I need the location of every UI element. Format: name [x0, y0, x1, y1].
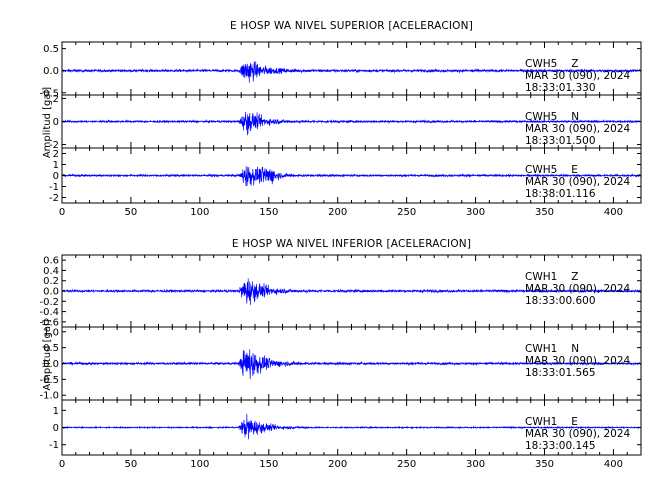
- x-tick-label: 400: [604, 207, 623, 218]
- waveform-line: [61, 413, 642, 440]
- trace-channel-label: CWH1 E: [525, 416, 578, 428]
- y-axis-label: Amplitud [gal]: [42, 87, 53, 158]
- y-tick-label: 0.0: [43, 287, 59, 298]
- station-code: CWH5: [525, 111, 557, 123]
- component-code: Z: [571, 271, 578, 283]
- y-tick-label: 0: [53, 171, 59, 182]
- x-tick-label: 100: [190, 207, 209, 218]
- station-code: CWH1: [525, 343, 557, 355]
- panel-group-inferior: E HOSP WA NIVEL INFERIOR [ACELERACION] Am…: [39, 238, 642, 470]
- y-tick-label: -0.5: [39, 88, 59, 99]
- y-tick-label: 0: [53, 423, 59, 434]
- x-tick-label: 400: [604, 459, 623, 470]
- trace-time: 18:33:01.330: [525, 82, 596, 94]
- y-tick-label: -1: [49, 440, 59, 451]
- y-tick-label: 0.0: [43, 359, 59, 370]
- waveform-line: [61, 349, 642, 380]
- y-tick-label: 2: [53, 94, 59, 105]
- x-tick-label: 50: [125, 207, 138, 218]
- trace-date: MAR 30 (090), 2024: [525, 428, 631, 440]
- trace-channel-label: CWH1 Z: [525, 271, 579, 283]
- y-tick-label: -2: [49, 140, 59, 151]
- x-tick-label: 300: [466, 459, 485, 470]
- x-tick-label: 100: [190, 459, 209, 470]
- y-tick-label: 0.6: [43, 256, 59, 267]
- y-tick-label: -0.2: [39, 297, 59, 308]
- trace-date: MAR 30 (090), 2024: [525, 176, 631, 188]
- trace-channel-label: CWH1 N: [525, 343, 579, 355]
- waveform-line: [61, 112, 642, 136]
- waveform-line: [61, 61, 642, 83]
- y-tick-label: -1: [49, 182, 59, 193]
- station-code: CWH1: [525, 271, 557, 283]
- trace-time: 18:33:01.565: [525, 367, 596, 379]
- waveform-line: [61, 166, 642, 187]
- station-code: CWH1: [525, 416, 557, 428]
- y-tick-label: 0.5: [43, 44, 59, 55]
- trace-time: 18:33:00.600: [525, 295, 596, 307]
- chart-title: E HOSP WA NIVEL INFERIOR [ACELERACION]: [232, 238, 471, 250]
- trace-date: MAR 30 (090), 2024: [525, 355, 631, 367]
- y-tick-label: 1: [53, 160, 59, 171]
- component-code: N: [571, 111, 579, 123]
- x-tick-label: 50: [125, 459, 138, 470]
- y-tick-label: 1: [53, 406, 59, 417]
- x-tick-label: 300: [466, 207, 485, 218]
- component-code: N: [571, 343, 579, 355]
- y-tick-label: 1.0: [43, 327, 59, 338]
- y-tick-label: -2: [49, 193, 59, 204]
- trace-channel-label: CWH5 N: [525, 111, 579, 123]
- trace-date: MAR 30 (090), 2024: [525, 70, 631, 82]
- y-tick-label: 0.4: [43, 266, 59, 277]
- station-code: CWH5: [525, 58, 557, 70]
- y-tick-label: 0.5: [43, 343, 59, 354]
- x-tick-label: 250: [397, 459, 416, 470]
- y-axis-label: Amplitud [gal]: [42, 319, 53, 390]
- x-tick-label: 250: [397, 207, 416, 218]
- trace-time: 18:38:01.116: [525, 188, 596, 200]
- x-tick-label: 150: [259, 207, 278, 218]
- x-tick-label: 200: [328, 207, 347, 218]
- y-tick-label: -0.6: [39, 317, 59, 328]
- waveform-line: [61, 278, 642, 305]
- chart-title: E HOSP WA NIVEL SUPERIOR [ACELERACION]: [230, 20, 473, 32]
- trace-time: 18:33:00.145: [525, 440, 596, 452]
- y-tick-label: 0: [53, 117, 59, 128]
- x-tick-label: 350: [535, 207, 554, 218]
- trace-date: MAR 30 (090), 2024: [525, 283, 631, 295]
- x-tick-label: 0: [59, 207, 65, 218]
- trace-time: 18:33:01.500: [525, 135, 596, 147]
- x-tick-label: 0: [59, 459, 65, 470]
- trace-channel-label: CWH5 E: [525, 164, 578, 176]
- x-tick-label: 150: [259, 459, 278, 470]
- component-code: E: [571, 416, 578, 428]
- component-code: E: [571, 164, 578, 176]
- y-tick-label: 0.0: [43, 66, 59, 77]
- y-tick-label: 2: [53, 149, 59, 160]
- station-code: CWH5: [525, 164, 557, 176]
- y-tick-label: 0.2: [43, 276, 59, 287]
- component-code: Z: [571, 58, 578, 70]
- x-tick-label: 200: [328, 459, 347, 470]
- panel-group-superior: E HOSP WA NIVEL SUPERIOR [ACELERACION] Am…: [39, 20, 642, 218]
- trace-channel-label: CWH5 Z: [525, 58, 579, 70]
- y-tick-label: -1.0: [39, 391, 59, 402]
- y-tick-label: -0.5: [39, 375, 59, 386]
- trace-date: MAR 30 (090), 2024: [525, 123, 631, 135]
- x-tick-label: 350: [535, 459, 554, 470]
- y-tick-label: -0.4: [39, 307, 59, 318]
